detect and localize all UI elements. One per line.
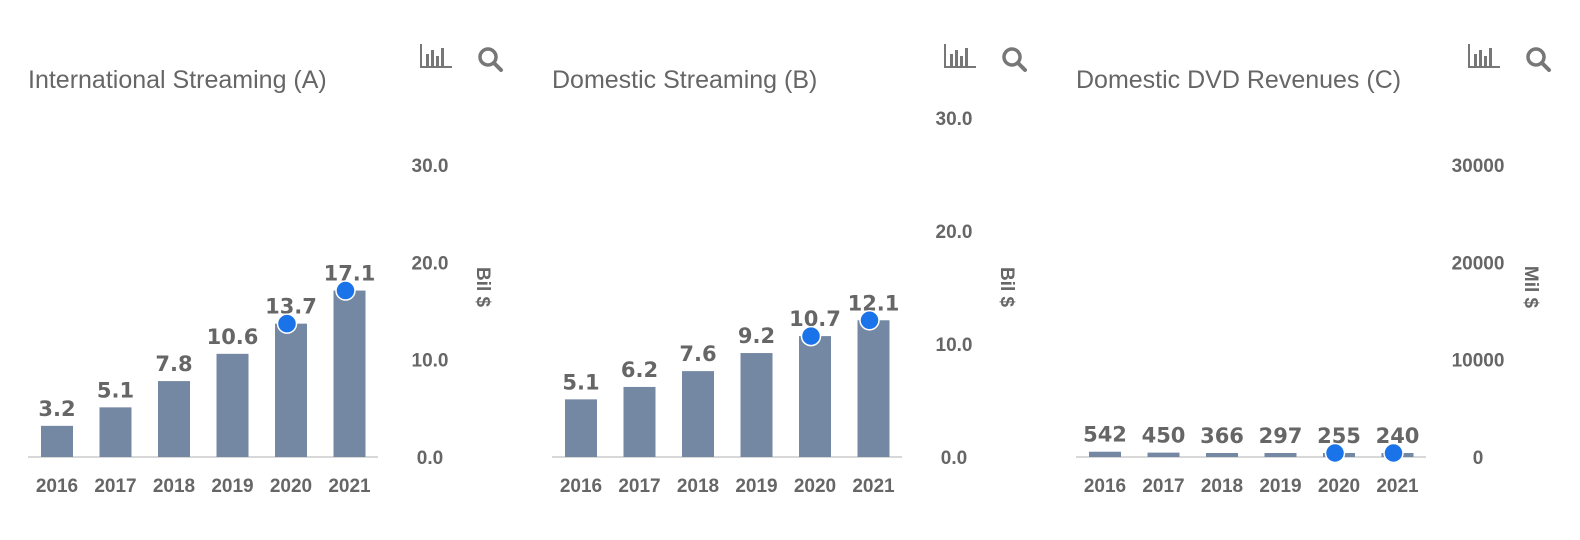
chart-plot: 3.220165.120177.8201810.6201913.7202017.… [28, 156, 493, 497]
data-label-2017: 6.2 [621, 358, 658, 382]
data-label-2017: 450 [1142, 424, 1186, 448]
x-tick-label-2021: 2021 [328, 476, 371, 497]
y-tick-label: 0 [1473, 448, 1484, 469]
bar-2017 [623, 386, 656, 457]
bar-2020 [275, 323, 307, 457]
y-tick-label: 0.0 [941, 448, 967, 469]
data-label-2016: 5.1 [562, 370, 599, 394]
bar-2016 [565, 399, 597, 457]
chart-title: Domestic Streaming (B) [552, 66, 818, 94]
x-tick-label-2020: 2020 [1318, 476, 1360, 497]
highlight-marker-2020 [800, 325, 822, 347]
search-icon[interactable] [998, 42, 1032, 76]
y-tick-label: 30.0 [412, 156, 449, 177]
x-tick-label-2021: 2021 [1376, 476, 1419, 497]
y-tick-label: 30.0 [936, 109, 973, 130]
highlight-marker-2021 [859, 310, 880, 331]
bar-2016 [1089, 451, 1121, 457]
data-label-2019: 9.2 [738, 324, 775, 348]
y-tick-label: 10.0 [412, 351, 449, 372]
bar-2021 [333, 290, 366, 457]
highlight-marker-2021 [1383, 442, 1404, 464]
y-tick-label: 30000 [1452, 156, 1505, 177]
bar-2016 [41, 425, 73, 457]
bar-2021 [857, 320, 890, 457]
y-axis-label: Bil $ [996, 267, 1017, 308]
x-tick-label-2017: 2017 [94, 476, 136, 497]
y-tick-label: 10000 [1452, 351, 1505, 372]
bar-chart-icon[interactable] [1467, 42, 1501, 76]
x-tick-label-2019: 2019 [1259, 476, 1301, 497]
data-label-2018: 7.8 [155, 352, 192, 376]
bar-2018 [158, 381, 190, 457]
bar-2019 [740, 353, 773, 457]
bar-2019 [216, 353, 249, 457]
x-tick-label-2018: 2018 [153, 476, 195, 497]
x-tick-label-2016: 2016 [1084, 476, 1126, 497]
chart-panel-international-streaming: 3.2 2016 5.1 2017 7.8 2018 10.6 2019 13.7 2020 17.… [0, 0, 524, 540]
x-tick-label-2018: 2018 [1201, 476, 1243, 497]
x-tick-label-2017: 2017 [618, 476, 660, 497]
chart-plot: 5.120166.220177.620189.2201910.7202012.1… [552, 109, 1017, 497]
bar-2017 [1147, 452, 1180, 457]
y-tick-label: 20.0 [412, 253, 449, 274]
highlight-marker-2020 [1324, 442, 1346, 464]
bar-2019 [1264, 453, 1297, 457]
x-tick-label-2019: 2019 [735, 476, 777, 497]
y-tick-label: 20.0 [936, 222, 973, 243]
search-icon[interactable] [1522, 42, 1556, 76]
data-label-2016: 542 [1083, 423, 1127, 447]
y-axis-label: Bil $ [472, 267, 493, 308]
highlight-marker-2021 [335, 280, 356, 301]
x-tick-label-2016: 2016 [560, 476, 602, 497]
data-label-2018: 366 [1200, 424, 1244, 448]
search-icon[interactable] [474, 42, 508, 76]
chart-plot: 5422016450201736620182972019255202024020… [1076, 156, 1541, 497]
chart-title: International Streaming (A) [28, 66, 327, 94]
x-tick-label-2018: 2018 [677, 476, 719, 497]
data-label-2019: 297 [1259, 424, 1303, 448]
data-label-2016: 3.2 [38, 397, 75, 421]
x-tick-label-2020: 2020 [794, 476, 836, 497]
chart-panel-domestic-dvd-revenues: 542 2016 450 2017 366 2018 297 2019 255 2020 240 20… [1048, 0, 1572, 540]
data-label-2017: 5.1 [97, 378, 134, 402]
bar-2018 [682, 371, 714, 457]
x-tick-label-2021: 2021 [852, 476, 895, 497]
y-tick-label: 10.0 [936, 335, 973, 356]
data-label-2018: 7.6 [679, 342, 716, 366]
chart-title: Domestic DVD Revenues (C) [1076, 66, 1402, 94]
chart-panel-domestic-streaming: 5.1 2016 6.2 2017 7.6 2018 9.2 2019 10.7 2020 12.1… [524, 0, 1048, 540]
x-tick-label-2016: 2016 [36, 476, 78, 497]
x-tick-label-2017: 2017 [1142, 476, 1184, 497]
bar-chart-icon[interactable] [943, 42, 977, 76]
y-tick-label: 20000 [1452, 253, 1505, 274]
bar-2020 [799, 336, 831, 457]
x-tick-label-2019: 2019 [211, 476, 253, 497]
x-tick-label-2020: 2020 [270, 476, 312, 497]
highlight-marker-2020 [276, 313, 298, 334]
bar-2018 [1206, 453, 1238, 457]
bar-chart-icon[interactable] [419, 42, 453, 76]
y-tick-label: 0.0 [417, 448, 443, 469]
data-label-2019: 10.6 [207, 325, 259, 349]
bar-2017 [99, 407, 132, 457]
y-axis-label: Mil $ [1520, 266, 1541, 309]
